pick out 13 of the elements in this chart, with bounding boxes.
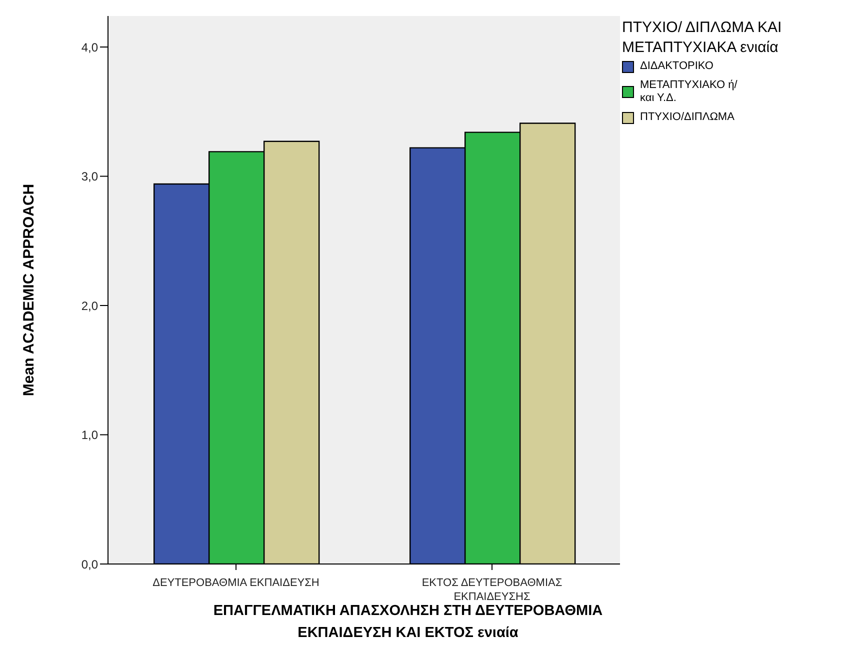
y-axis-title: Mean ACADEMIC APPROACH: [20, 184, 38, 396]
legend-label: ΜΕΤΑΠΤΥΧΙΑΚΟ ή/και Υ.Δ.: [640, 79, 738, 105]
y-tick-label: 4,0: [81, 40, 98, 54]
legend-label: ΠΤΥΧΙΟ/ΔΙΠΛΩΜΑ: [640, 111, 736, 124]
legend-title: ΠΤΥΧΙΟ/ ΔΙΠΛΩΜΑ ΚΑΙ ΜΕΤΑΠΤΥΧΙΑΚΑ ενιαία: [622, 18, 783, 58]
y-tick-label: 3,0: [81, 170, 98, 184]
y-tick-label: 0,0: [81, 557, 98, 572]
y-tick-label: 2,0: [81, 298, 98, 313]
legend-label: ΔΙΔΑΚΤΟΡΙΚΟ: [640, 60, 714, 73]
y-tick-label: 1,0: [81, 428, 98, 442]
x-tick-label: ΕΚΤΟΣ ΔΕΥΤΕΡΟΒΑΘΜΙΑΣ ΕΚΠΑΙΔΕΥΣΗΣ: [422, 577, 562, 603]
x-tick-label: ΔΕΥΤΕΡΟΒΑΘΜΙΑ ΕΚΠΑΙΔΕΥΣΗ: [152, 577, 320, 589]
x-axis-title: ΕΠΑΓΓΕΛΜΑΤΙΚΗ ΑΠΑΣΧΟΛΗΣΗ ΣΤΗ ΔΕΥΤΕΡΟΒΑΘΜΙΑ ΕΚΠΑΙΔΕΥΣΗ ΚΑΙ ΕΚΤΟΣ ενιαία: [212, 602, 604, 643]
